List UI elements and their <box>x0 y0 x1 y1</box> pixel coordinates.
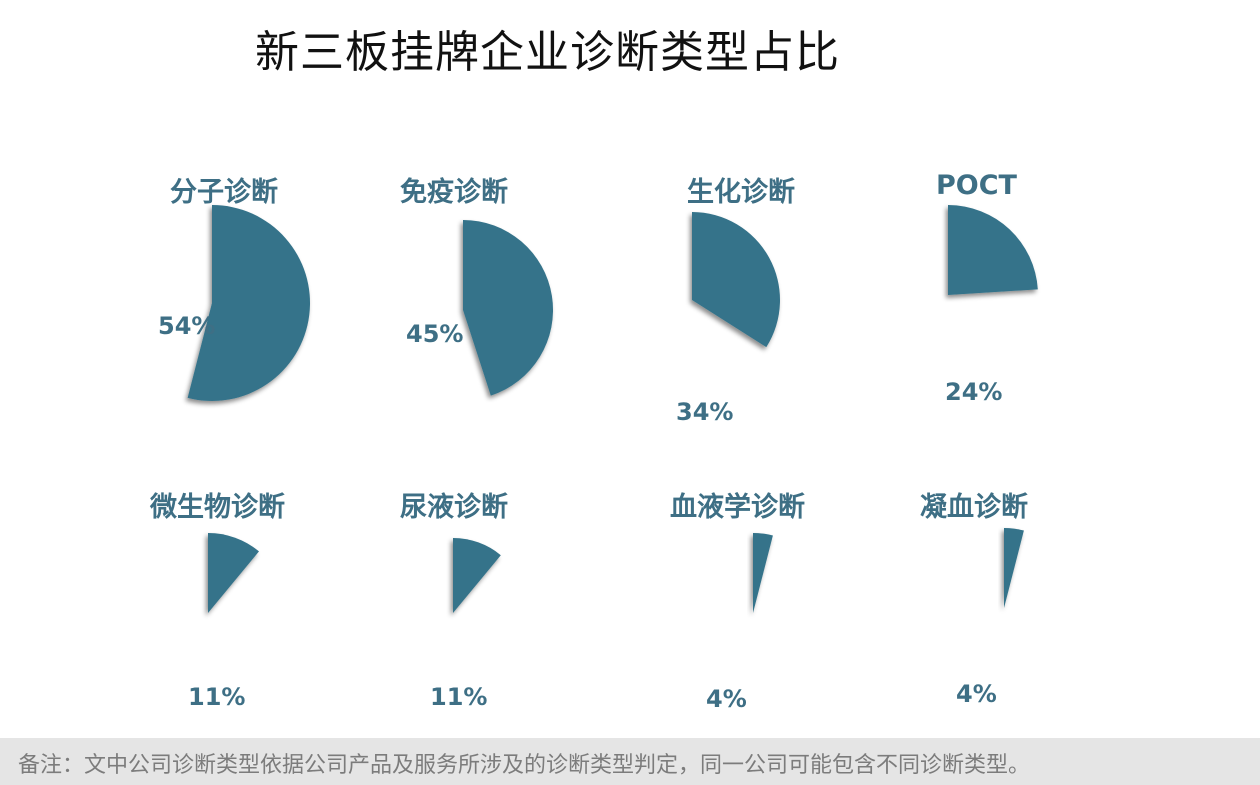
pie-slice <box>753 533 773 613</box>
category-label: 生化诊断 <box>687 177 795 208</box>
category-label: 分子诊断 <box>170 177 278 208</box>
pie-slice <box>1004 528 1024 608</box>
category-label: 微生物诊断 <box>150 492 285 523</box>
pie-slice <box>692 212 780 348</box>
category-label: 尿液诊断 <box>400 492 508 523</box>
pie-slice <box>208 533 259 613</box>
pie-cell-microbio: 微生物诊断 11% <box>150 485 400 725</box>
footnote: 备注：文中公司诊断类型依据公司产品及服务所涉及的诊断类型判定，同一公司可能包含不… <box>18 753 1031 778</box>
pie-chart <box>187 205 311 401</box>
percent-label: 45% <box>406 320 464 348</box>
pie-chart <box>753 533 773 613</box>
pie-cell-coagulation: 凝血诊断 4% <box>920 485 1170 725</box>
pie-cell-immuno: 免疫诊断 45% <box>400 170 650 460</box>
pie-cell-molecular: 分子诊断 54% <box>150 170 400 460</box>
category-label: POCT <box>936 170 1017 201</box>
footnote-bar: 备注：文中公司诊断类型依据公司产品及服务所涉及的诊断类型判定，同一公司可能包含不… <box>0 738 1260 785</box>
category-label: 凝血诊断 <box>920 492 1028 523</box>
percent-label: 4% <box>706 685 747 713</box>
pie-cell-biochem: 生化诊断 34% <box>630 170 880 460</box>
pie-slice <box>453 538 501 613</box>
percent-label: 24% <box>945 378 1003 406</box>
percent-label: 4% <box>956 680 997 708</box>
pie-chart <box>453 538 501 613</box>
pie-slice <box>463 220 554 396</box>
percent-label: 34% <box>676 398 734 426</box>
category-label: 血液学诊断 <box>670 492 805 523</box>
pie-chart <box>208 533 259 613</box>
pie-chart <box>692 212 780 348</box>
pie-cell-poct: POCT 24% <box>890 170 1140 460</box>
pie-chart <box>948 205 1038 295</box>
category-label: 免疫诊断 <box>400 177 508 208</box>
percent-label: 54% <box>158 312 216 340</box>
pie-slice <box>187 205 311 401</box>
pie-cell-hematology: 血液学诊断 4% <box>670 485 920 725</box>
percent-label: 11% <box>430 683 488 711</box>
page-title: 新三板挂牌企业诊断类型占比 <box>255 27 840 78</box>
pie-chart <box>463 220 554 396</box>
pie-slice <box>948 205 1038 295</box>
pie-cell-urine: 尿液诊断 11% <box>400 485 650 725</box>
percent-label: 11% <box>188 683 246 711</box>
pie-chart <box>1004 528 1024 608</box>
